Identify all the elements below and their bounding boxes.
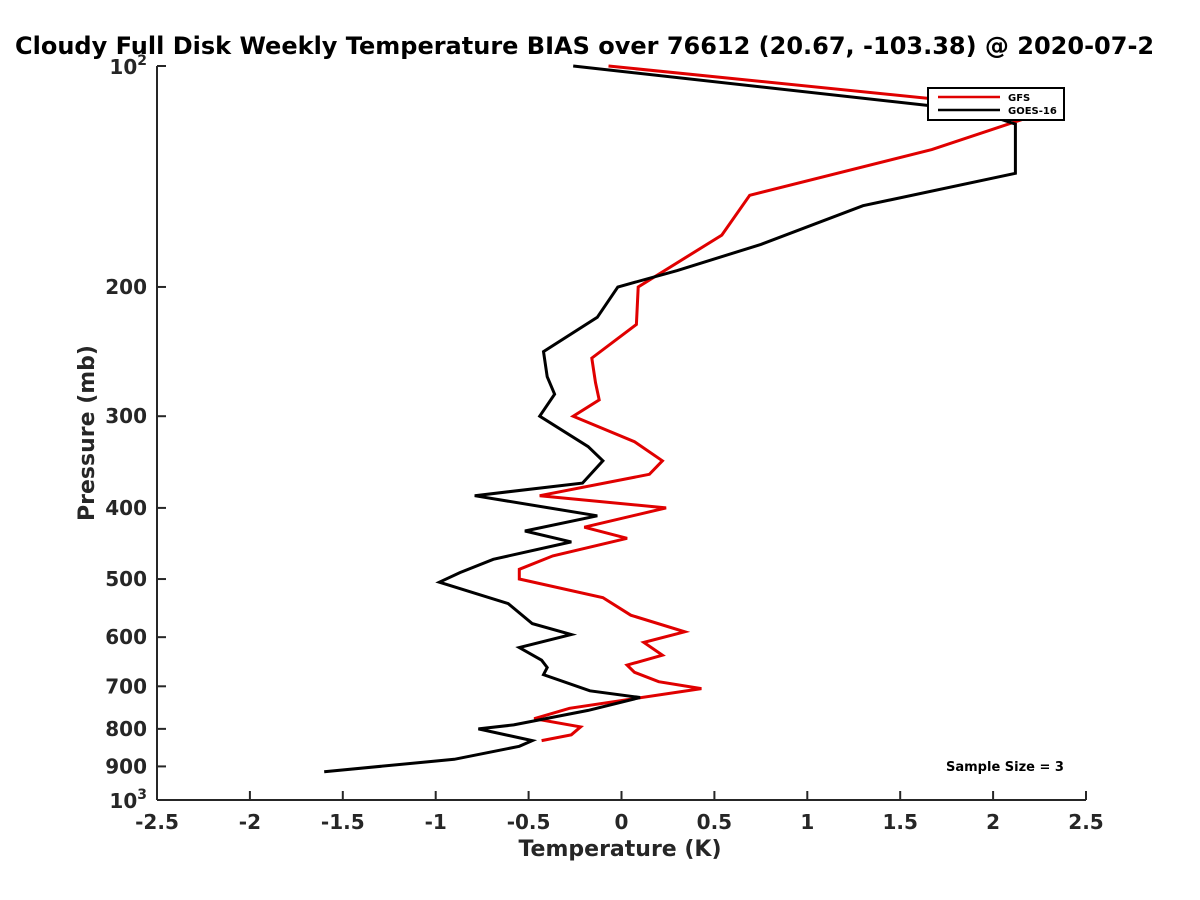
legend: GFS GOES-16 xyxy=(927,87,1065,121)
y-tick-label: 800 xyxy=(105,717,147,741)
y-tick-label: 102 xyxy=(109,53,147,79)
y-tick-label: 400 xyxy=(105,496,147,520)
y-tick-label: 103 xyxy=(109,787,147,813)
y-tick-label: 600 xyxy=(105,625,147,649)
x-tick-label: -1.5 xyxy=(321,810,365,834)
sample-size-annotation: Sample Size = 3 xyxy=(946,760,1064,775)
y-tick-label-base: 10 xyxy=(109,55,137,79)
y-tick-label-base: 10 xyxy=(109,789,137,813)
x-tick-label: 0 xyxy=(615,810,629,834)
y-tick-label: 900 xyxy=(105,754,147,778)
y-tick-label-exponent: 3 xyxy=(137,787,147,803)
y-tick-label: 500 xyxy=(105,567,147,591)
x-tick-label: -2.5 xyxy=(135,810,179,834)
x-axis-label: Temperature (K) xyxy=(518,837,721,862)
y-axis-label: Pressure (mb) xyxy=(75,345,100,521)
x-tick-label: 1.5 xyxy=(882,810,917,834)
series-line-gfs xyxy=(517,64,1050,743)
plot-area: -2.5 -2 -1.5 -1 -0.5 0 0.5 1 1.5 2 2.5 10220030040… xyxy=(105,53,1103,834)
legend-label-goes-16: GOES-16 xyxy=(1008,106,1057,117)
x-tick-label: -0.5 xyxy=(507,810,551,834)
chart-title: Cloudy Full Disk Weekly Temperature BIAS… xyxy=(15,32,1154,60)
legend-label-gfs: GFS xyxy=(1008,93,1030,104)
series-lines xyxy=(324,64,1050,774)
x-tick-label: 2.5 xyxy=(1068,810,1103,834)
x-tick-label: -2 xyxy=(239,810,261,834)
x-tick-label: 1 xyxy=(800,810,814,834)
legend-box xyxy=(927,87,1065,121)
y-tick-label-exponent: 2 xyxy=(137,53,147,69)
x-tick-label: 2 xyxy=(986,810,1000,834)
y-tick-label: 300 xyxy=(105,404,147,428)
y-tick-label: 200 xyxy=(105,275,147,299)
series-line-goes-16 xyxy=(324,64,1017,774)
x-ticks: -2.5 -2 -1.5 -1 -0.5 0 0.5 1 1.5 2 2.5 xyxy=(135,791,1104,834)
x-tick-label: -1 xyxy=(425,810,447,834)
x-tick-label: 0.5 xyxy=(697,810,732,834)
y-tick-label: 700 xyxy=(105,674,147,698)
